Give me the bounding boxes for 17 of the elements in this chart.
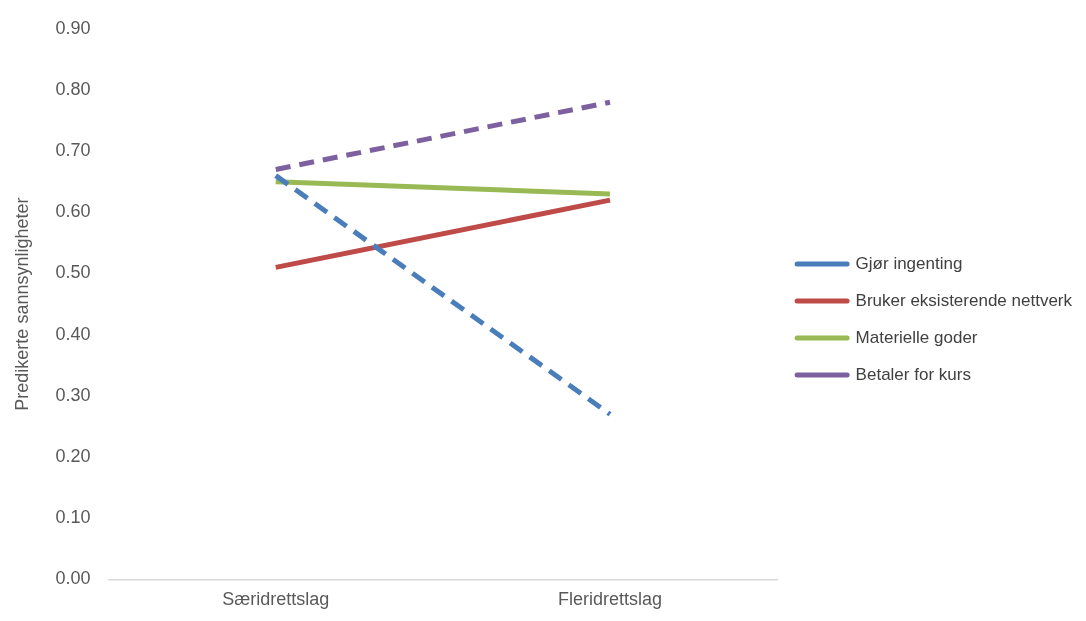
legend-label: Materielle goder xyxy=(855,327,978,347)
legend-label: Bruker eksisterende nettverk xyxy=(855,290,1073,310)
y-tick-label: 0.80 xyxy=(55,78,91,99)
y-tick-label: 0.60 xyxy=(55,201,91,222)
x-tick-label: Særidrettslag xyxy=(222,589,330,610)
y-tick-label: 0.40 xyxy=(55,323,91,344)
y-tick-label: 0.30 xyxy=(55,384,91,405)
legend-label: Betaler for kurs xyxy=(855,364,971,384)
y-tick-label: 0.50 xyxy=(55,262,91,283)
y-tick-label: 0.10 xyxy=(55,507,91,528)
y-axis-title: Predikerte sannsynligheter xyxy=(11,197,32,411)
legend-label: Gjør ingenting xyxy=(855,253,963,273)
y-tick-label: 0.00 xyxy=(55,568,91,589)
y-tick-label: 0.20 xyxy=(55,446,91,467)
y-tick-label: 0.70 xyxy=(55,140,91,161)
x-tick-label: Fleridrettslag xyxy=(557,589,663,610)
y-tick-label: 0.90 xyxy=(55,17,91,38)
